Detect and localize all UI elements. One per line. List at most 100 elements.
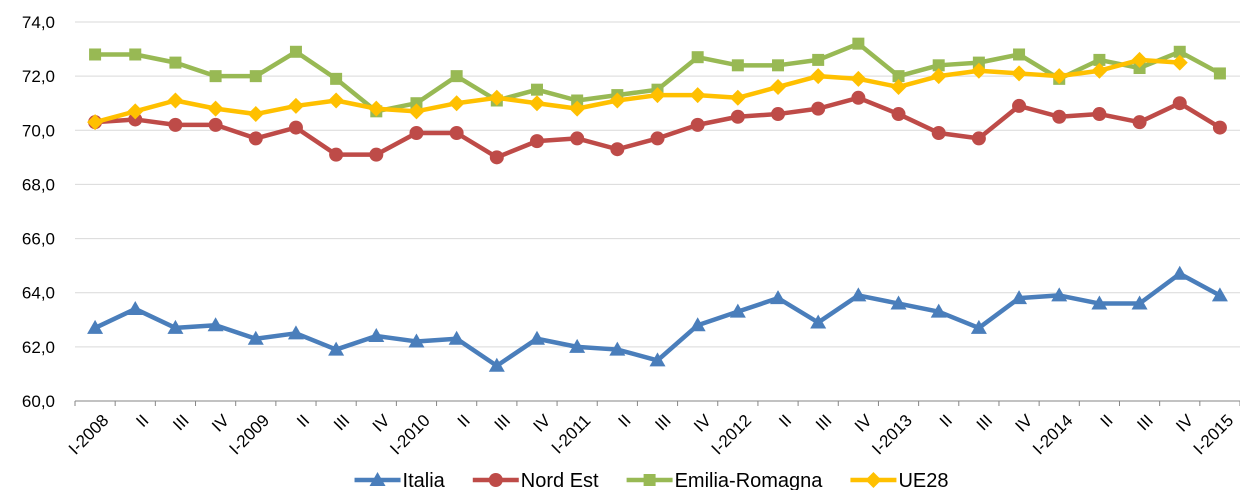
marker: [368, 100, 385, 117]
marker: [410, 97, 423, 110]
marker: [409, 125, 424, 140]
marker: [408, 103, 425, 120]
marker: [1173, 45, 1186, 58]
legend-label: UE28: [898, 470, 948, 490]
marker: [448, 330, 465, 345]
legend-label: Italia: [403, 470, 446, 490]
marker: [329, 147, 344, 162]
x-tick-label: I-2015: [1190, 411, 1238, 459]
y-tick-label: 72,0: [22, 67, 55, 86]
marker: [167, 319, 184, 334]
x-tick-label: I-2014: [1029, 411, 1077, 459]
series-line: [94, 57, 1180, 125]
marker: [1171, 265, 1188, 280]
marker: [1012, 98, 1027, 113]
marker: [730, 109, 745, 124]
marker: [1133, 62, 1146, 75]
marker: [207, 100, 224, 117]
y-tick-label: 64,0: [22, 284, 55, 303]
marker: [970, 319, 987, 334]
marker: [649, 352, 666, 367]
marker: [330, 72, 343, 85]
marker: [691, 51, 704, 64]
marker: [287, 97, 304, 114]
legend: Italia Nord Est Emilia-Romagna UE28: [354, 470, 948, 490]
marker: [287, 325, 304, 340]
marker: [1132, 115, 1147, 130]
marker: [1171, 54, 1188, 71]
marker: [1211, 287, 1228, 302]
marker: [209, 70, 222, 83]
marker: [448, 95, 465, 112]
marker: [1213, 67, 1226, 80]
x-tick-label: III: [651, 411, 674, 434]
marker: [772, 59, 785, 72]
marker: [770, 290, 787, 305]
marker: [810, 314, 827, 329]
x-tick-label: II: [454, 411, 474, 431]
marker: [865, 472, 882, 488]
marker: [649, 87, 666, 104]
marker: [528, 95, 545, 112]
x-tick-label: I-2008: [65, 411, 113, 459]
marker: [408, 333, 425, 348]
marker: [731, 59, 744, 72]
marker: [571, 94, 584, 107]
x-tick-label: I-2012: [708, 411, 756, 459]
marker: [328, 92, 345, 109]
x-tick-label: IV: [369, 410, 394, 435]
marker: [87, 114, 104, 131]
marker: [1013, 48, 1026, 61]
legend-label: Nord Est: [521, 470, 599, 490]
marker: [689, 317, 706, 332]
marker: [89, 48, 102, 61]
marker: [892, 70, 905, 83]
x-tick-label: IV: [851, 410, 876, 435]
series-line: [94, 271, 1221, 369]
marker: [851, 90, 866, 105]
marker: [890, 78, 907, 95]
x-tick-label: IV: [690, 410, 715, 435]
marker: [1011, 65, 1028, 82]
marker: [247, 106, 264, 123]
marker: [248, 131, 263, 146]
marker: [650, 131, 665, 146]
x-tick-label: I-2010: [386, 411, 434, 459]
marker: [169, 56, 182, 69]
marker: [811, 101, 826, 116]
x-tick-label: II: [936, 411, 956, 431]
y-tick-label: 74,0: [22, 13, 55, 32]
marker: [1172, 96, 1187, 111]
marker: [810, 68, 827, 85]
x-tick-label: IV: [208, 410, 233, 435]
y-tick-label: 68,0: [22, 175, 55, 194]
marker: [450, 70, 463, 83]
marker: [369, 147, 384, 162]
marker: [249, 70, 262, 83]
marker: [850, 287, 867, 302]
y-tick-label: 62,0: [22, 338, 55, 357]
y-tick-label: 66,0: [22, 230, 55, 249]
y-tick-label: 60,0: [22, 392, 55, 411]
marker: [643, 474, 656, 486]
marker: [570, 131, 585, 146]
marker: [207, 317, 224, 332]
x-tick-label: I-2009: [226, 411, 274, 459]
x-tick-label: IV: [530, 410, 555, 435]
x-tick-label: III: [812, 411, 835, 434]
marker: [729, 89, 746, 106]
marker: [129, 48, 142, 61]
legend-label: Emilia-Romagna: [675, 470, 824, 490]
marker: [87, 319, 104, 334]
marker: [127, 103, 144, 120]
x-tick-label: III: [491, 411, 514, 434]
x-tick-label: II: [1097, 411, 1117, 431]
x-tick-label: I-2013: [868, 411, 916, 459]
x-tick-label: III: [169, 411, 192, 434]
marker: [488, 89, 505, 106]
marker: [449, 125, 464, 140]
marker: [690, 117, 705, 132]
marker: [931, 125, 946, 140]
marker: [569, 338, 586, 353]
